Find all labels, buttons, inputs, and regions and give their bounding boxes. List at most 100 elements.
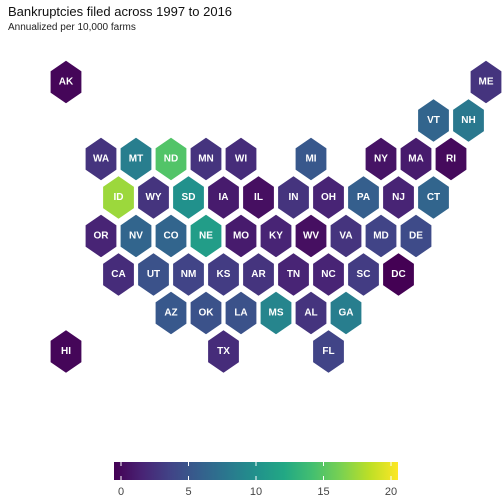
state-tile-ky: KY [259,213,293,259]
legend-ticks: 0 5 10 15 20 [118,462,397,498]
chart-title: Bankruptcies filed across 1997 to 2016 [8,4,233,19]
state-label-hi: HI [61,346,71,357]
state-tile-in: IN [276,174,311,221]
state-tile-de: DE [399,213,433,259]
state-label-nd: ND [164,154,178,165]
state-label-nm: NM [181,269,197,280]
state-hex-va [329,213,363,259]
state-hex-tn [276,251,311,298]
state-hex-id [101,174,136,221]
state-hex-nj [381,174,416,221]
state-tile-wa: WA [84,136,118,182]
state-label-tn: TN [287,269,300,280]
state-tile-pa: PA [346,174,381,221]
state-tile-ct: CT [416,174,451,221]
state-hex-co [154,213,188,259]
state-tiles: AK ME VT NH WA MT ND MN WI MI NY MA RI ID WY SD IA IL IN OH… [49,59,503,375]
state-tile-id: ID [101,174,136,221]
state-tile-nh: NH [451,97,486,144]
state-tile-hi: HI [49,328,83,375]
state-label-ca: CA [111,269,125,280]
state-label-ny: NY [374,154,388,165]
state-hex-or [84,213,118,259]
state-label-nv: NV [129,231,143,242]
state-label-pa: PA [357,192,370,203]
state-tile-ga: GA [329,290,363,336]
state-hex-de [399,213,433,259]
state-hex-ny [364,136,398,182]
state-hex-nd [154,136,188,182]
state-hex-nc [311,251,346,298]
state-tile-ri: RI [434,136,468,182]
state-hex-wv [294,213,328,259]
state-hex-ks [206,251,241,298]
state-hex-ma [399,136,433,182]
state-hex-ne [189,213,223,259]
color-legend: 0 5 10 15 20 [114,462,398,498]
state-label-va: VA [339,231,352,242]
state-hex-ms [259,290,293,336]
state-tile-sd: SD [171,174,206,221]
state-tile-tx: TX [206,328,241,375]
state-label-nc: NC [321,269,335,280]
state-hex-ia [206,174,241,221]
state-label-mo: MO [233,231,249,242]
state-hex-la [224,290,258,336]
state-hex-ak [49,59,83,105]
state-tile-fl: FL [311,328,346,375]
state-label-vt: VT [427,115,440,126]
state-label-ga: GA [339,308,354,319]
state-hex-nv [119,213,153,259]
state-tile-vt: VT [416,97,451,144]
state-hex-nm [171,251,206,298]
chart-subtitle: Annualized per 10,000 farms [8,22,136,33]
state-label-wa: WA [93,154,109,165]
state-label-ky: KY [269,231,283,242]
state-tile-ar: AR [241,251,276,298]
state-tile-al: AL [294,290,328,336]
state-hex-pa [346,174,381,221]
state-hex-wa [84,136,118,182]
state-label-ma: MA [408,154,424,165]
state-hex-vt [416,97,451,144]
state-label-ia: IA [219,192,229,203]
state-tile-ca: CA [101,251,136,298]
legend-tick-label: 10 [250,486,262,498]
state-hex-mo [224,213,258,259]
state-tile-ne: NE [189,213,223,259]
state-label-oh: OH [321,192,336,203]
legend-colorbar [114,462,398,480]
state-label-ut: UT [147,269,160,280]
state-tile-va: VA [329,213,363,259]
state-label-me: ME [479,77,494,88]
state-hex-ok [189,290,223,336]
legend-tick-label: 15 [317,486,329,498]
state-hex-ct [416,174,451,221]
state-label-sd: SD [182,192,196,203]
state-label-wv: WV [303,231,319,242]
state-tile-mo: MO [224,213,258,259]
state-label-il: IL [254,192,263,203]
state-label-de: DE [409,231,423,242]
state-label-or: OR [94,231,110,242]
state-label-ok: OK [199,308,215,319]
state-hex-fl [311,328,346,375]
state-tile-oh: OH [311,174,346,221]
state-tile-mi: MI [294,136,328,182]
legend-tick-label: 5 [185,486,191,498]
state-hex-mn [189,136,223,182]
state-tile-wy: WY [136,174,171,221]
state-label-mt: MT [129,154,143,165]
state-tile-md: MD [364,213,398,259]
state-label-mn: MN [198,154,214,165]
state-hex-mt [119,136,153,182]
state-label-in: IN [289,192,299,203]
state-label-wy: WY [145,192,161,203]
state-tile-tn: TN [276,251,311,298]
state-label-al: AL [304,308,317,319]
state-tile-wv: WV [294,213,328,259]
state-hex-hi [49,328,83,375]
state-hex-az [154,290,188,336]
state-label-fl: FL [322,346,334,357]
state-label-id: ID [114,192,124,203]
